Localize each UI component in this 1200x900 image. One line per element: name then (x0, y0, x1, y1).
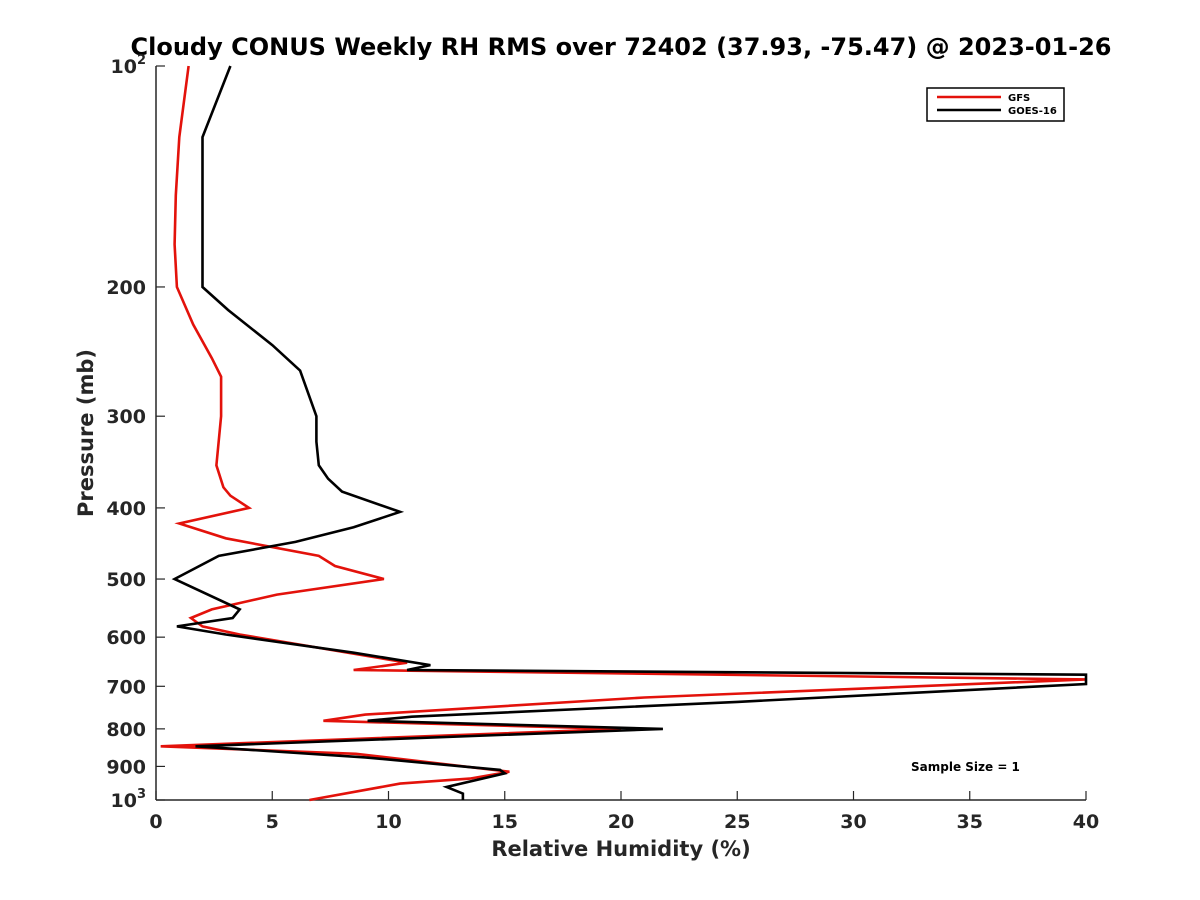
x-tick-label: 20 (608, 811, 634, 833)
plot-area: 0 5 10 15 20 25 30 35 40 10220030040050060070080… (106, 53, 1099, 833)
series-line-goes16 (171, 65, 1088, 800)
y-axis-label: Pressure (mb) (74, 349, 98, 517)
y-tick-label: 400 (106, 498, 146, 520)
y-tick-label: 200 (106, 277, 146, 299)
y-tick-label: 900 (106, 756, 146, 778)
x-tick-label: 35 (957, 811, 983, 833)
y-tick-exponent: 2 (137, 53, 146, 68)
y-tick-label: 300 (106, 406, 146, 428)
legend-label-goes16: GOES-16 (1008, 106, 1057, 117)
y-tick-label: 700 (106, 676, 146, 698)
x-axis-label: Relative Humidity (%) (491, 837, 750, 861)
x-tick-label: 5 (266, 811, 279, 833)
y-tick-base: 10 (111, 790, 137, 812)
y-tick-label: 103 (111, 787, 147, 812)
y-tick-label: 500 (106, 569, 146, 591)
y-tick-base: 10 (111, 56, 137, 78)
y-tick-label: 102 (111, 53, 147, 78)
x-tick-label: 25 (724, 811, 750, 833)
legend: GFS GOES-16 (926, 87, 1065, 122)
y-tick-exponent: 3 (137, 787, 146, 802)
chart-title: Cloudy CONUS Weekly RH RMS over 72402 (3… (131, 33, 1112, 61)
x-tick-label: 40 (1073, 811, 1099, 833)
legend-label-gfs: GFS (1008, 93, 1030, 104)
x-tick-label: 0 (149, 811, 162, 833)
legend-box (926, 87, 1065, 122)
y-tick-label: 800 (106, 719, 146, 741)
x-tick-label: 10 (375, 811, 401, 833)
x-ticks: 0 5 10 15 20 25 30 35 40 (149, 791, 1099, 833)
y-tick-label: 600 (106, 627, 146, 649)
x-tick-label: 15 (492, 811, 518, 833)
sample-size-annotation: Sample Size = 1 (911, 760, 1020, 774)
x-tick-label: 30 (840, 811, 866, 833)
series-layer (160, 65, 1088, 802)
series-line-gfs (160, 65, 1087, 802)
